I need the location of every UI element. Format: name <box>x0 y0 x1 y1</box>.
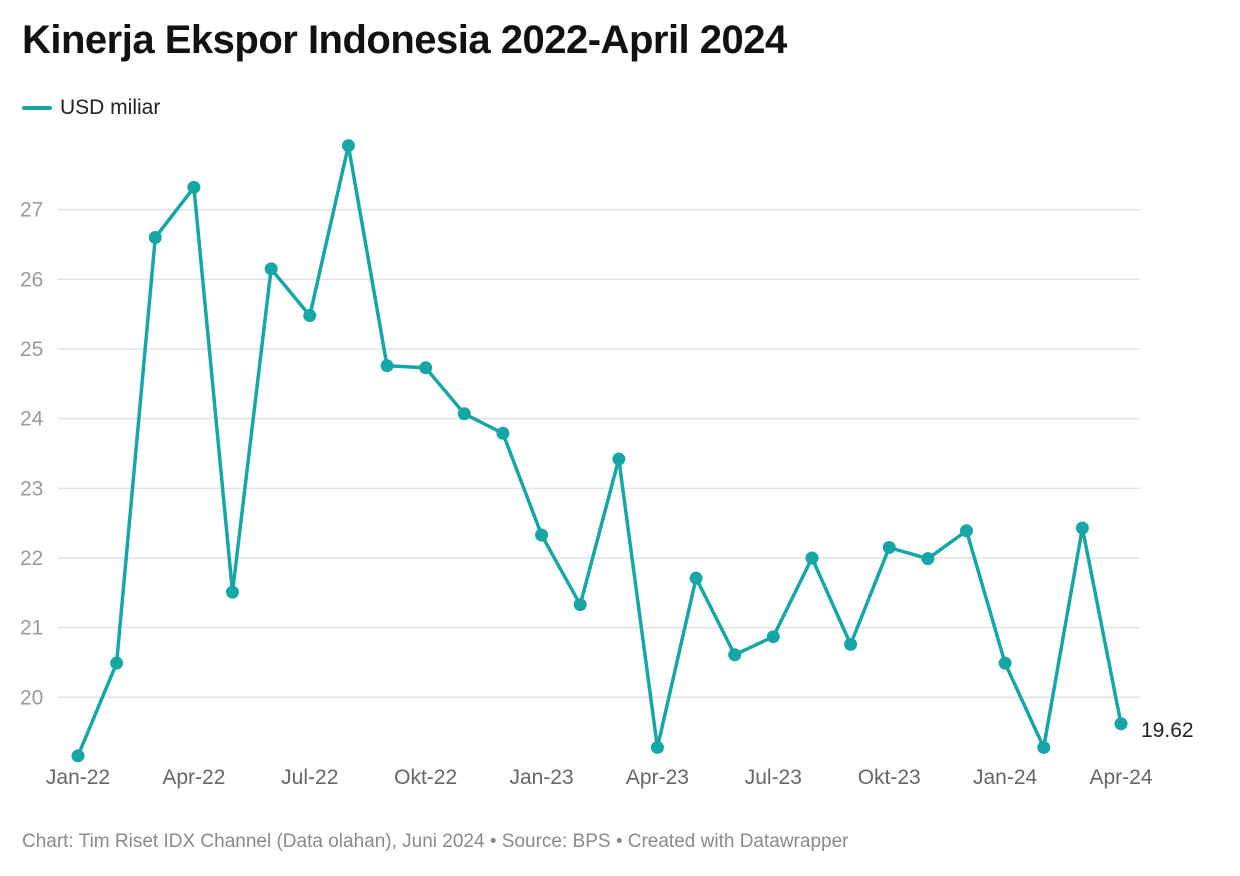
data-point <box>110 656 124 670</box>
y-tick-label: 24 <box>20 408 44 431</box>
data-point <box>959 524 973 538</box>
data-point <box>341 139 355 153</box>
y-tick-label: 25 <box>20 338 43 361</box>
x-tick-label: Okt-22 <box>394 766 457 789</box>
x-tick-label: Apr-22 <box>162 766 225 789</box>
data-point <box>921 552 935 566</box>
x-tick-label: Apr-24 <box>1089 766 1152 789</box>
data-point <box>457 407 471 421</box>
data-point <box>264 262 278 276</box>
data-point <box>71 749 85 763</box>
data-point <box>380 359 394 373</box>
data-point <box>1114 717 1128 731</box>
y-axis-ticks: 20 21 22 23 24 25 26 27 <box>20 199 44 710</box>
series-line <box>76 143 1123 758</box>
data-point <box>1075 521 1089 535</box>
y-tick-label: 27 <box>20 199 43 222</box>
x-tick-label: Jan-24 <box>973 766 1038 789</box>
x-tick-label: Jan-23 <box>509 766 573 789</box>
y-tick-label: 21 <box>20 617 43 640</box>
data-point <box>612 452 626 466</box>
data-point <box>187 180 201 194</box>
chart-title: Kinerja Ekspor Indonesia 2022-April 2024 <box>22 18 787 62</box>
y-tick-label: 22 <box>20 547 43 570</box>
series-group: 19.62 <box>71 139 1194 763</box>
data-point <box>805 551 819 565</box>
data-point <box>998 656 1012 670</box>
data-point <box>573 598 587 612</box>
y-tick-label: 20 <box>20 686 43 709</box>
x-tick-label: Jul-22 <box>281 766 338 789</box>
data-point <box>728 648 742 662</box>
legend: USD miliar <box>22 96 160 120</box>
data-point <box>689 571 703 585</box>
data-point <box>419 361 433 375</box>
legend-label: USD miliar <box>60 96 161 119</box>
x-tick-label: Jan-22 <box>46 766 110 789</box>
x-tick-label: Apr-23 <box>626 766 689 789</box>
data-point <box>148 231 162 245</box>
data-point <box>1037 740 1051 754</box>
footer-credits: Chart: Tim Riset IDX Channel (Data olaha… <box>22 831 849 852</box>
end-value-label: 19.62 <box>1141 719 1194 742</box>
y-tick-label: 26 <box>20 268 43 291</box>
data-point <box>882 541 896 555</box>
data-point <box>496 426 510 440</box>
data-point <box>226 585 240 599</box>
legend-swatch <box>22 106 52 110</box>
gridlines <box>58 208 1140 699</box>
data-point <box>535 528 549 542</box>
data-point <box>650 740 664 754</box>
x-tick-label: Jul-23 <box>745 766 802 789</box>
data-point <box>844 637 858 651</box>
x-tick-label: Okt-23 <box>858 766 921 789</box>
x-axis-ticks: Jan-22 Apr-22 Jul-22 Okt-22 Jan-23 Apr-23 Jul-… <box>46 766 1153 789</box>
data-point <box>766 630 780 644</box>
data-point <box>303 309 317 323</box>
y-tick-label: 23 <box>20 477 43 500</box>
